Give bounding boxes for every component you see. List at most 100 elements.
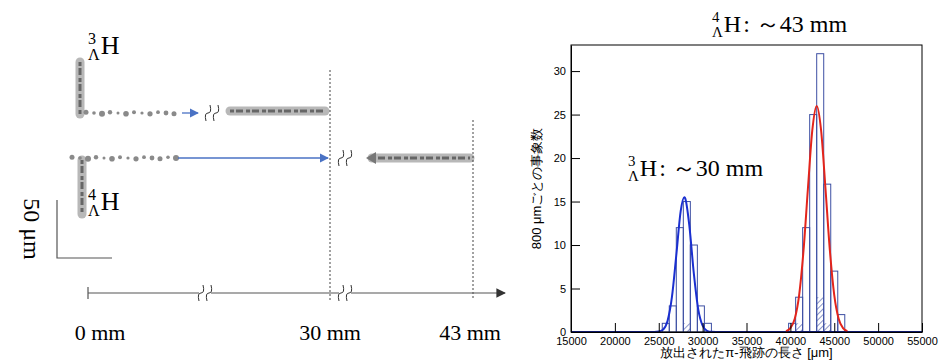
pion-grain	[103, 157, 106, 160]
hatched-bin	[796, 323, 803, 332]
track-label-mass: 4	[88, 186, 96, 203]
y-tick: 15	[554, 196, 580, 208]
break-line	[346, 150, 351, 166]
pion-trail	[84, 110, 177, 117]
hatched-bin	[683, 323, 690, 332]
break-gap	[199, 284, 211, 302]
scale-bar-label: 50 μm	[19, 198, 45, 260]
histogram-chart: 1500020000250003000035000400004500050000…	[529, 9, 938, 360]
annotation-symbol: H	[724, 11, 741, 37]
x-tick: 50000	[863, 323, 894, 347]
pion-track-end	[230, 107, 325, 116]
x-tick-mark	[922, 323, 923, 332]
axis-break	[198, 284, 211, 302]
y-tick-mark	[571, 332, 580, 333]
fit-curve	[571, 197, 922, 332]
break-line	[213, 105, 218, 121]
scale-bar	[57, 200, 112, 258]
distance-axis-start	[87, 287, 88, 299]
range-line	[330, 70, 331, 300]
x-tick-mark	[834, 323, 835, 332]
annotation-text: : ～30 mm	[659, 155, 763, 181]
pion-grain	[156, 110, 160, 114]
y-tick: 30	[554, 65, 580, 77]
pion-grain	[126, 156, 129, 159]
pion-grain	[70, 155, 75, 160]
track-arrowhead	[366, 152, 376, 164]
y-tick: 10	[554, 239, 580, 251]
hypernucleus-track-core	[79, 62, 82, 114]
y-tick-mark	[571, 289, 580, 290]
break-line	[206, 285, 211, 301]
axis-break	[338, 284, 351, 302]
annotation-symbol: H	[640, 155, 657, 181]
x-tick-mark	[790, 323, 791, 332]
x-tick-mark	[747, 323, 748, 332]
x-tick-mark	[878, 323, 879, 332]
y-tick: 0	[560, 326, 580, 338]
pion-grain	[123, 111, 129, 117]
y-tick-mark	[571, 115, 580, 116]
pion-grain	[133, 156, 138, 161]
pion-grain	[85, 156, 91, 162]
y-tick: 20	[554, 152, 580, 164]
x-tick: 55000	[907, 323, 938, 347]
direction-arrow	[178, 157, 328, 158]
y-tick-label: 25	[554, 109, 566, 121]
pion-track-end-core	[372, 157, 470, 160]
pion-grain	[94, 155, 98, 159]
fit-curve	[786, 106, 847, 331]
track-label-symbol: H	[101, 187, 120, 216]
pion-track-end	[372, 154, 470, 163]
pion-track-end-core	[230, 110, 325, 113]
pion-grain	[158, 156, 163, 161]
pion-grain	[150, 156, 155, 161]
track-break	[205, 104, 218, 122]
annotation-sub: Λ	[628, 168, 639, 184]
pion-grain	[84, 110, 89, 115]
pion-grain	[172, 111, 177, 116]
break-line	[338, 285, 343, 301]
x-tick-mark	[659, 323, 660, 332]
break-gap	[339, 284, 351, 302]
track-label-symbol: H	[101, 31, 120, 60]
y-tick-label: 30	[554, 65, 566, 77]
break-line	[338, 150, 343, 166]
y-tick-label: 20	[554, 152, 566, 164]
distance-label: 30 mm	[299, 320, 361, 345]
figure: 3ΛH4ΛH50 μm0 mm30 mm43 mm150002000025000…	[0, 0, 950, 364]
x-tick-label: 20000	[600, 335, 631, 347]
break-line	[346, 285, 351, 301]
y-tick-label: 5	[560, 283, 566, 295]
break-gap	[206, 104, 218, 122]
x-tick-mark	[615, 323, 616, 332]
pion-trail	[70, 155, 180, 162]
pion-grain	[92, 111, 96, 115]
track-illustration: 3ΛH4ΛH50 μm0 mm30 mm43 mm	[19, 30, 505, 345]
x-tick-label: 55000	[907, 335, 938, 347]
annotation-mass: 3	[628, 153, 635, 169]
annotation: 4ΛH: ～43 mm	[712, 9, 847, 40]
track-label-sub: Λ	[88, 202, 100, 219]
hypernucleus-track	[78, 160, 87, 214]
track-break	[338, 149, 351, 167]
y-tick-label: 10	[554, 239, 566, 251]
x-tick: 35000	[732, 323, 763, 347]
distance-label: 43 mm	[439, 320, 501, 345]
x-tick: 25000	[644, 323, 675, 347]
y-tick-mark	[571, 245, 580, 246]
y-axis-title: 800 μmごとの事象数	[529, 128, 544, 250]
pion-grain	[147, 111, 152, 116]
pion-grain	[109, 156, 115, 162]
pion-grain	[78, 156, 82, 160]
histogram	[662, 54, 845, 332]
distance-axis	[88, 292, 505, 293]
pion-grain	[142, 155, 146, 159]
annotation-text: : ～43 mm	[743, 11, 847, 37]
y-tick-mark	[571, 158, 580, 159]
x-axis-title: 放出されたπ-飛跡の長さ [μm]	[660, 345, 832, 360]
x-tick: 45000	[819, 323, 850, 347]
y-axis: 0 5 10 15 20 25 30	[554, 46, 580, 339]
distance-label: 0 mm	[75, 320, 126, 345]
pion-grain	[108, 110, 112, 114]
